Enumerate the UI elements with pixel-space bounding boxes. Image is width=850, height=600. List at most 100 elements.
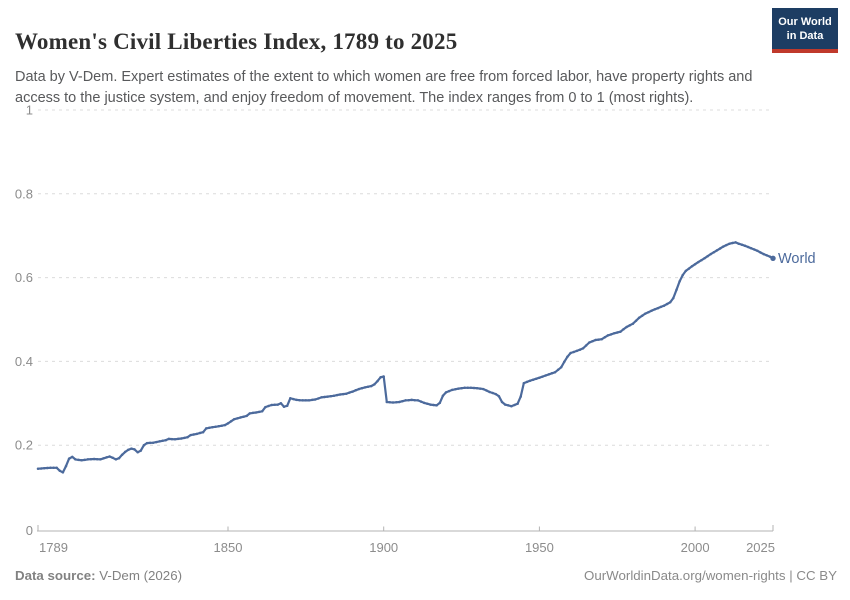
data-point (345, 392, 348, 395)
data-point (398, 400, 401, 404)
data-point (454, 388, 457, 391)
data-point (354, 389, 357, 392)
data-point (220, 424, 224, 427)
data-point (494, 392, 498, 396)
data-point (759, 251, 762, 254)
data-point (609, 333, 613, 336)
data-point (236, 417, 239, 420)
owid-logo[interactable]: Our World in Data (772, 8, 838, 53)
data-point (304, 399, 308, 402)
data-point (130, 447, 133, 450)
data-point (55, 466, 58, 470)
data-point (310, 398, 314, 402)
data-point (631, 322, 635, 325)
chart-footer: Data source: V-Dem (2026) OurWorldinData… (15, 568, 837, 583)
data-point (485, 389, 488, 392)
data-point (245, 414, 248, 418)
data-point (606, 334, 610, 337)
data-point (575, 349, 579, 353)
data-point (313, 398, 317, 401)
data-point (737, 242, 740, 245)
data-point (64, 464, 68, 468)
data-point (731, 241, 734, 245)
data-point (351, 390, 354, 393)
data-point (360, 386, 364, 390)
data-point (416, 399, 420, 402)
data-point (765, 254, 769, 257)
data-point (173, 438, 177, 441)
data-point (637, 316, 641, 320)
data-point (603, 336, 607, 339)
x-tick-label: 1900 (369, 540, 398, 555)
data-point (229, 420, 233, 423)
data-point (273, 403, 276, 407)
data-point (681, 273, 684, 277)
data-point (42, 466, 46, 470)
data-point (242, 415, 245, 418)
data-point (379, 376, 382, 379)
data-point (391, 401, 395, 404)
data-point (441, 394, 445, 398)
data-point (133, 448, 136, 451)
data-point (625, 325, 628, 329)
x-tick-label: 1789 (39, 540, 68, 555)
data-point (92, 457, 96, 461)
data-point (248, 412, 252, 415)
data-point (39, 467, 43, 470)
data-point (105, 456, 108, 459)
data-point (394, 401, 398, 404)
data-point (422, 401, 426, 405)
data-point (217, 425, 220, 428)
y-tick-label: 1 (26, 103, 33, 118)
data-point (740, 243, 744, 246)
data-point (289, 397, 292, 400)
data-point (753, 248, 756, 251)
data-point (426, 402, 429, 405)
data-point (647, 310, 650, 314)
data-point (672, 296, 675, 300)
data-point (463, 386, 466, 390)
data-point (472, 386, 476, 390)
data-point (161, 439, 164, 443)
data-point (366, 385, 370, 388)
data-point (612, 332, 616, 335)
data-point (569, 351, 572, 355)
data-point (703, 257, 706, 260)
data-point (709, 252, 712, 256)
data-point (108, 455, 111, 458)
data-point (693, 262, 697, 266)
x-tick-label: 2000 (681, 540, 710, 555)
data-point (145, 441, 149, 445)
y-tick-label: 0.4 (15, 354, 33, 369)
data-point (198, 431, 202, 435)
data-point (232, 417, 236, 421)
data-point (622, 328, 625, 331)
series-dots (36, 241, 775, 474)
y-tick-label: 0 (26, 523, 33, 538)
data-point (83, 458, 86, 462)
data-point (725, 243, 728, 247)
data-point (102, 457, 105, 460)
data-point (373, 383, 376, 386)
data-point (507, 404, 510, 407)
data-point (151, 441, 155, 444)
world-line-series[interactable] (36, 241, 775, 474)
data-point (208, 426, 211, 430)
credit-link[interactable]: OurWorldinData.org/women-rights | CC BY (584, 568, 837, 583)
data-point (581, 347, 585, 350)
data-point (634, 319, 638, 323)
data-point (706, 254, 709, 258)
data-point (429, 403, 432, 406)
data-point (49, 466, 52, 470)
data-point (86, 458, 90, 461)
data-point (341, 392, 345, 396)
data-point (117, 456, 121, 460)
data-point (251, 411, 255, 415)
data-point (167, 437, 171, 441)
data-point (67, 457, 71, 460)
data-point (52, 466, 55, 470)
data-point (285, 404, 289, 408)
data-point (211, 425, 214, 429)
series-label-world[interactable]: World (778, 251, 816, 267)
